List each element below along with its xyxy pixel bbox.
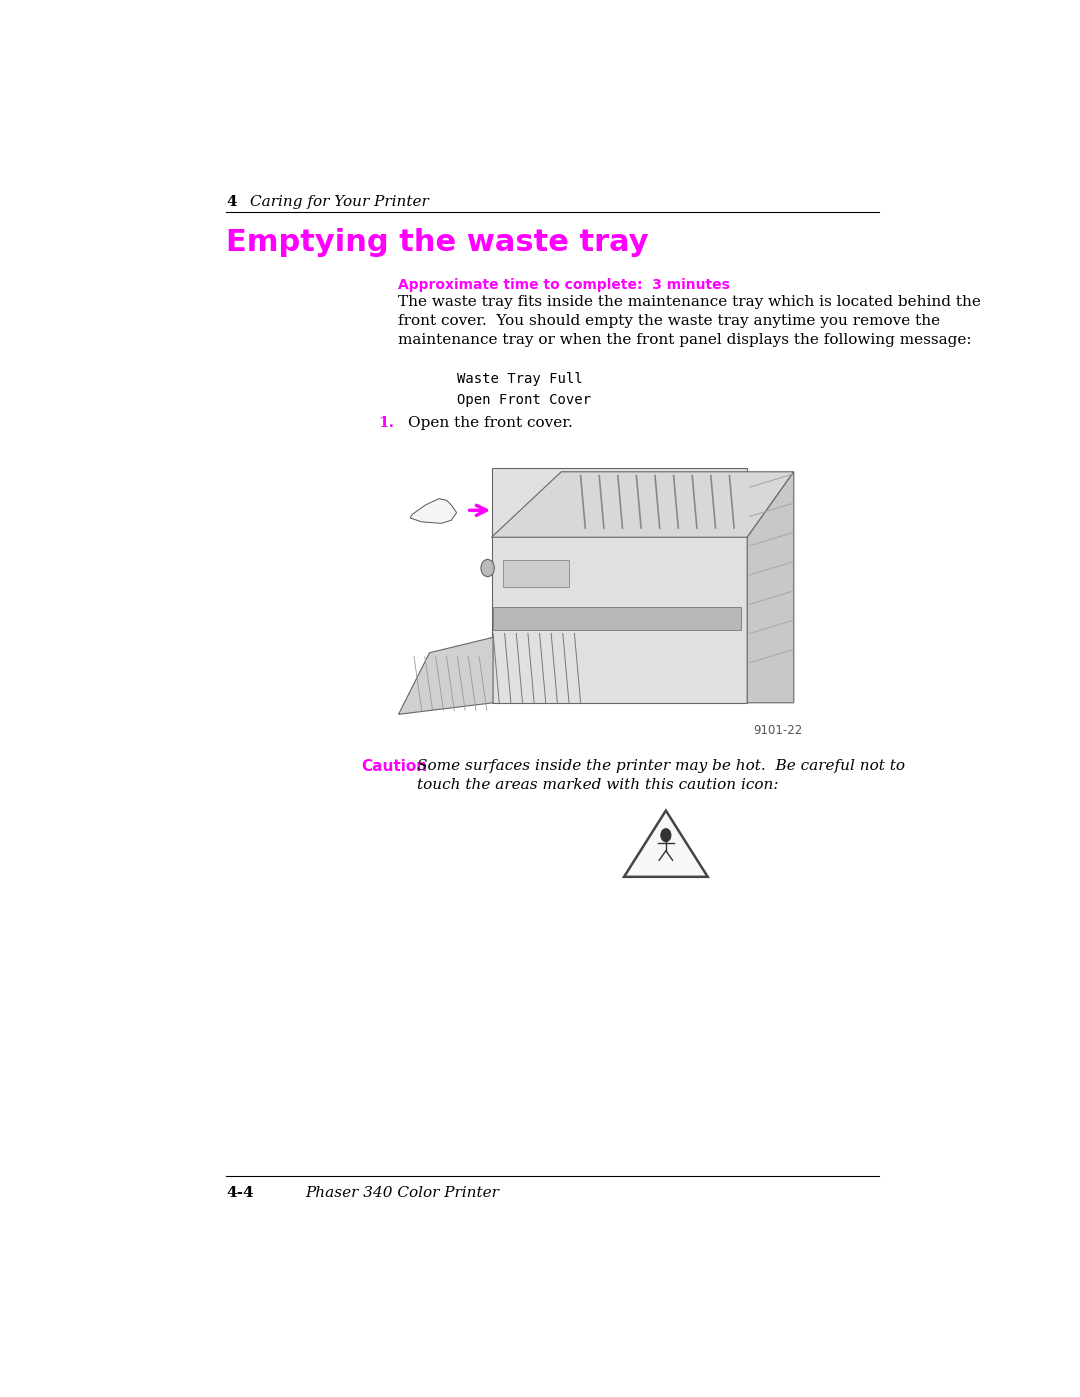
Text: touch the areas marked with this caution icon:: touch the areas marked with this caution… [417, 778, 779, 792]
Text: Caution: Caution [362, 759, 428, 774]
Text: Caring for Your Printer: Caring for Your Printer [249, 194, 429, 208]
Text: Emptying the waste tray: Emptying the waste tray [227, 228, 649, 257]
Polygon shape [491, 472, 794, 538]
Text: Phaser 340 Color Printer: Phaser 340 Color Printer [306, 1186, 499, 1200]
Text: Open the front cover.: Open the front cover. [408, 416, 572, 430]
Polygon shape [747, 472, 794, 703]
FancyBboxPatch shape [503, 560, 569, 587]
Text: Approximate time to complete:  3 minutes: Approximate time to complete: 3 minutes [399, 278, 730, 292]
Polygon shape [399, 637, 494, 714]
Text: Some surfaces inside the printer may be hot.  Be careful not to: Some surfaces inside the printer may be … [417, 759, 905, 773]
Text: 4: 4 [227, 194, 238, 208]
Polygon shape [410, 499, 457, 524]
Circle shape [661, 828, 671, 841]
FancyBboxPatch shape [494, 606, 741, 630]
Text: The waste tray fits inside the maintenance tray which is located behind the: The waste tray fits inside the maintenan… [399, 295, 982, 310]
Text: 9101-22: 9101-22 [754, 724, 802, 736]
Text: Waste Tray Full: Waste Tray Full [457, 372, 582, 386]
Text: 1.: 1. [378, 416, 394, 430]
Text: front cover.  You should empty the waste tray anytime you remove the: front cover. You should empty the waste … [399, 314, 941, 328]
Circle shape [481, 559, 495, 577]
FancyBboxPatch shape [491, 468, 747, 703]
Polygon shape [624, 810, 707, 877]
Text: Open Front Cover: Open Front Cover [457, 393, 591, 407]
Text: 4-4: 4-4 [227, 1186, 254, 1200]
Text: maintenance tray or when the front panel displays the following message:: maintenance tray or when the front panel… [399, 332, 972, 346]
